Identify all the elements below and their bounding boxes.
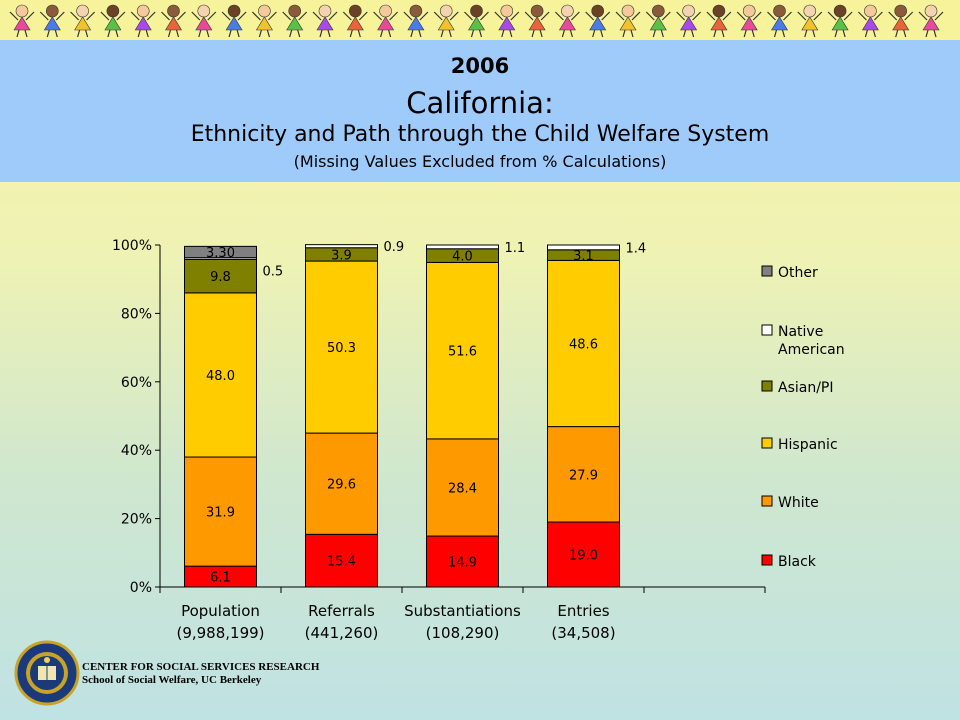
bar-segment [426,244,499,250]
legend-label: Hispanic [778,437,838,453]
legend-label: White [778,495,819,511]
legend-swatch [761,265,773,277]
bar-segment [184,456,257,567]
legend-swatch [761,324,773,336]
bar-segment [547,521,620,588]
bar-segment [305,260,378,434]
x-category-label: Referrals [308,602,375,620]
x-category-label: Substantiations [404,602,521,620]
bar-segment [426,535,499,588]
legend-label: Native [778,324,823,340]
bar-segment [426,438,499,537]
legend-label: American [778,342,845,358]
data-label: 51.6 [448,345,477,360]
legend-label: Other [778,265,818,281]
legend-label: Black [778,554,817,570]
bar-segment [305,244,378,249]
bar-segment [547,426,620,523]
x-category-label: Population [181,602,260,620]
data-label: 1.4 [626,241,647,256]
data-label: 31.9 [206,506,235,521]
data-label: 9.8 [210,270,231,285]
bar-segment [184,245,257,259]
legend-swatch [761,554,773,566]
y-tick-label: 20% [121,512,152,528]
bar-segment [184,258,257,294]
footer-school: School of Social Welfare, UC Berkeley [82,674,262,686]
x-category-count: (441,260) [305,624,379,642]
data-label: 19.0 [569,549,598,564]
legend-swatch [761,380,773,392]
y-tick-label: 100% [112,238,152,254]
y-tick-label: 0% [130,580,152,596]
chart-subtitle: (Missing Values Excluded from % Calculat… [293,152,667,171]
university-seal-icon [14,640,80,706]
data-label: 29.6 [327,478,356,493]
data-label: 50.3 [327,341,356,356]
data-label: 48.6 [569,337,598,352]
legend-swatch [761,495,773,507]
bar-segment [184,292,257,458]
x-category-label: Entries [557,602,609,620]
data-label: 15.4 [327,555,356,570]
data-label: 1.1 [505,241,526,256]
x-category-count: (108,290) [426,624,500,642]
data-label: 3.30 [206,246,235,261]
footer-org: CENTER FOR SOCIAL SERVICES RESEARCH [82,661,320,673]
footer: CENTER FOR SOCIAL SERVICES RESEARCH Scho… [82,661,319,687]
chart-year: 2006 [450,54,510,78]
legend-swatch [761,437,773,449]
title-band: 2006 California: Ethnicity and Path thro… [0,40,960,182]
data-label: 3.1 [573,249,594,264]
data-label: 0.5 [263,265,284,280]
y-tick-label: 40% [121,443,152,459]
y-tick-label: 60% [121,375,152,391]
bar-segment [426,261,499,440]
chart-state: California: [406,86,554,120]
bar-segment [305,533,378,588]
x-category-count: (34,508) [551,624,615,642]
data-label: 6.1 [210,571,231,586]
data-label: 14.9 [448,556,477,571]
x-category-count: (9,988,199) [176,624,264,642]
bar-segment [305,432,378,535]
dancing-children-border-icon [0,0,960,40]
bar-segment [547,244,620,251]
y-tick-label: 80% [121,306,152,322]
data-label: 4.0 [452,250,473,265]
data-label: 3.9 [331,248,352,263]
data-label: 0.9 [384,240,405,255]
data-label: 27.9 [569,468,598,483]
legend-label: Asian/PI [778,380,834,396]
data-label: 28.4 [448,481,477,496]
chart-title: Ethnicity and Path through the Child Wel… [190,122,770,147]
data-label: 48.0 [206,369,235,384]
